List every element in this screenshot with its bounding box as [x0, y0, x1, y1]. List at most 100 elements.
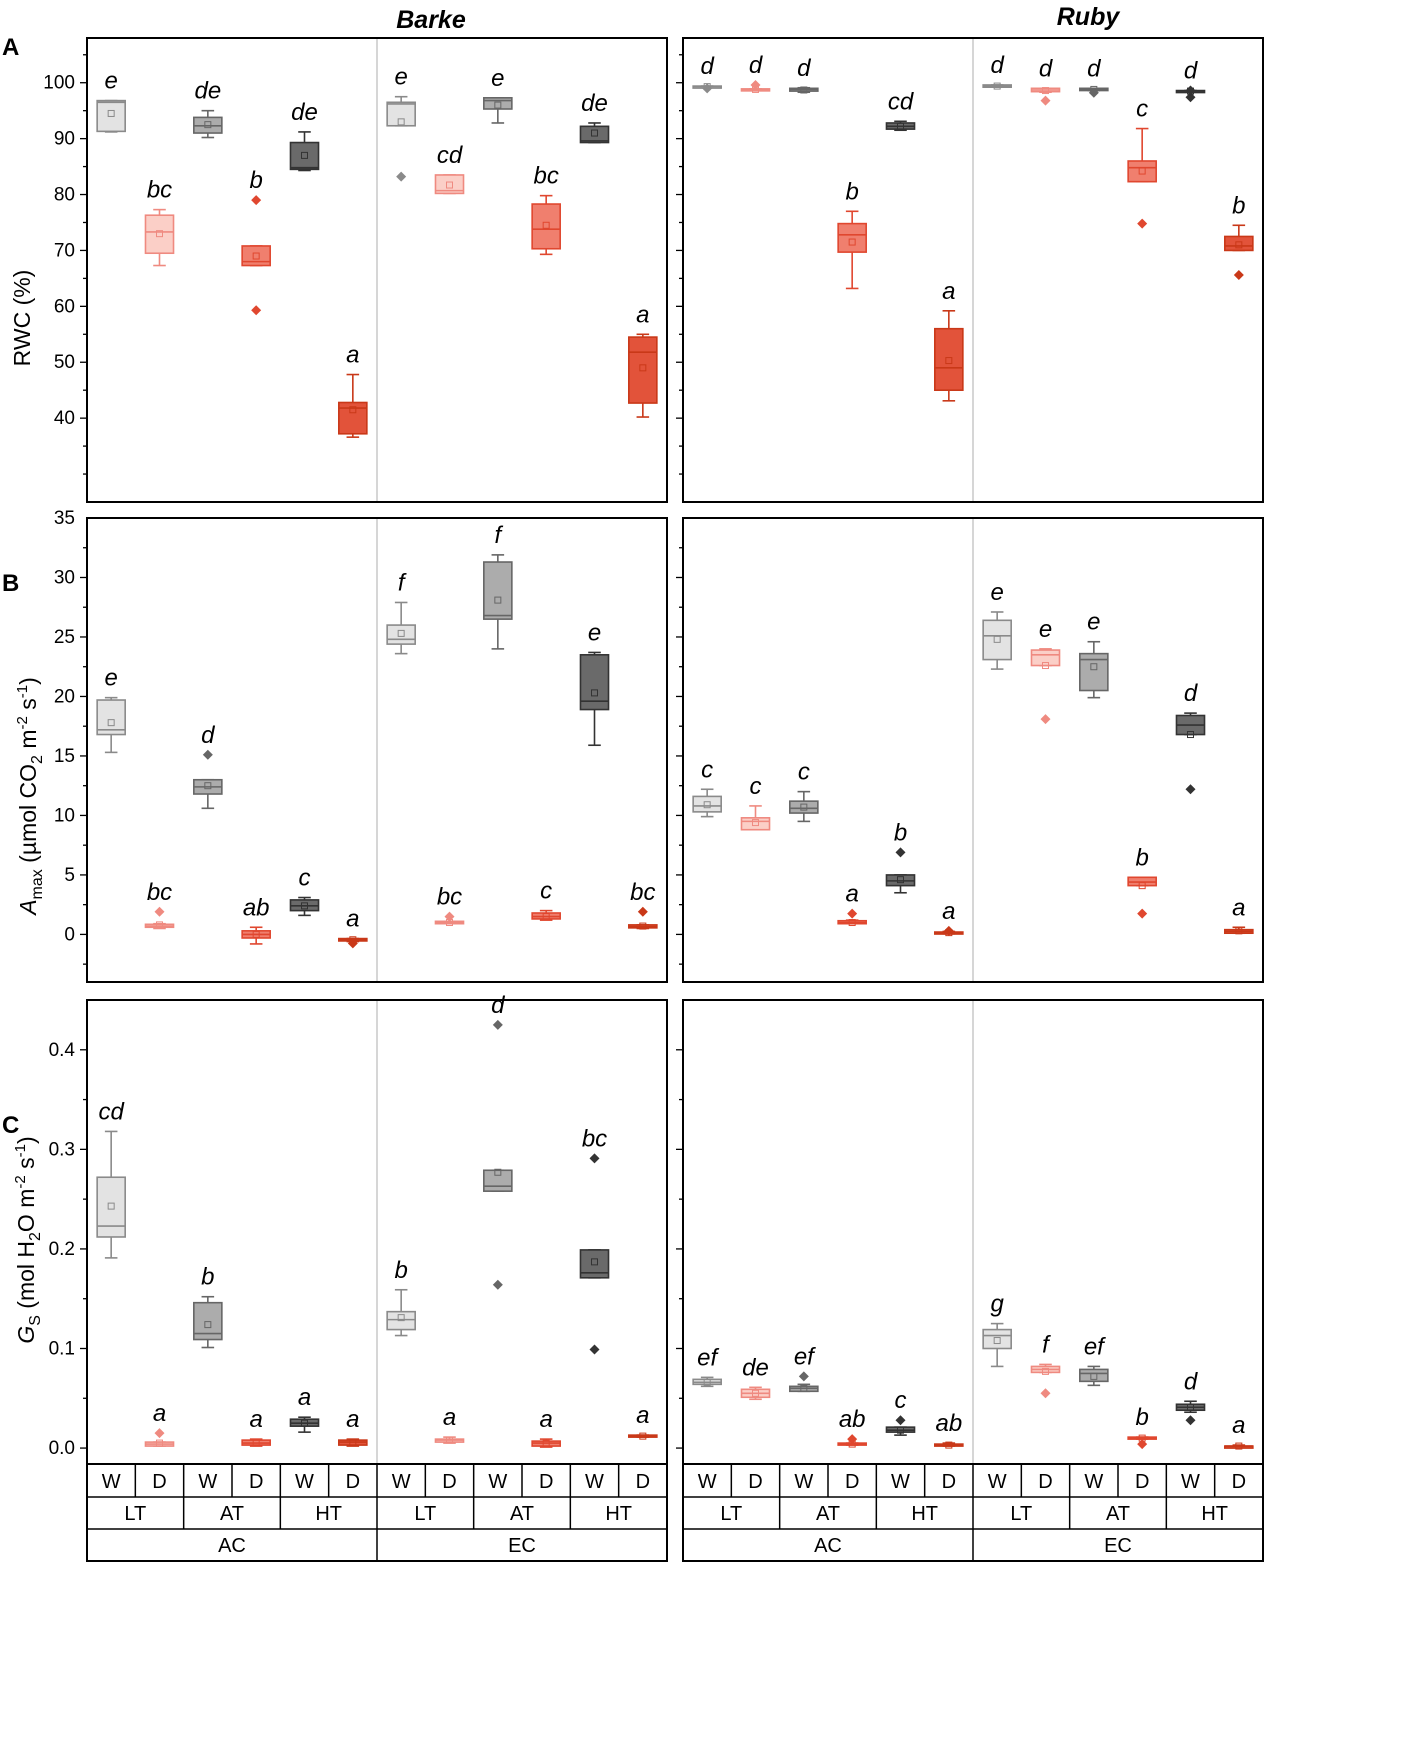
- y-tick-label: 35: [54, 508, 75, 529]
- significance-letter: a: [942, 898, 955, 925]
- panel-letter-b: B: [2, 570, 19, 597]
- significance-letter: d: [1087, 55, 1101, 82]
- water-label: D: [1232, 1471, 1246, 1493]
- box-ec-ht-w: d: [1176, 680, 1204, 794]
- significance-letter: d: [201, 722, 215, 749]
- co2-label: AC: [218, 1535, 246, 1557]
- box-ec-at-d: a: [532, 1406, 560, 1447]
- box-ac-ht-d: a: [935, 278, 963, 401]
- box-ec-ht-w: bc: [580, 1125, 608, 1354]
- box-ec-lt-w: e: [387, 64, 415, 182]
- y-tick-label: 0.4: [49, 1040, 76, 1061]
- water-label: W: [392, 1471, 411, 1493]
- box-ec-lt-w: e: [983, 579, 1011, 669]
- box-ec-ht-d: a: [1225, 1412, 1253, 1449]
- category-table-ruby: W D W D W D W D W D W DLT AT HT LT AT HTAC EC: [683, 1464, 1263, 1561]
- significance-letter: e: [588, 619, 601, 646]
- y-tick-label: 0.3: [49, 1139, 75, 1160]
- significance-letter: f: [1042, 1331, 1051, 1358]
- temperature-label: LT: [1010, 1503, 1032, 1525]
- box-body: [484, 1170, 512, 1191]
- significance-letter: a: [346, 1406, 359, 1433]
- box-ac-at-w: b: [194, 1264, 222, 1348]
- box-ec-lt-d: cd: [435, 142, 463, 193]
- y-tick-label: 100: [43, 73, 75, 94]
- significance-letter: b: [845, 178, 858, 205]
- y-tick-label: 40: [54, 408, 75, 429]
- significance-letter: bc: [437, 884, 462, 911]
- box-ac-at-d: a: [242, 1406, 270, 1446]
- box-body: [484, 98, 512, 109]
- panel-b-barke: 05101520253035ebcdabcafbcfcebc: [54, 508, 667, 982]
- box-ac-at-w: ef: [790, 1343, 818, 1391]
- box-ac-lt-d: bc: [145, 177, 173, 266]
- significance-letter: g: [990, 1291, 1004, 1318]
- y-tick-label: 0.2: [49, 1239, 75, 1260]
- significance-letter: d: [797, 55, 811, 82]
- box-ac-at-w: d: [790, 55, 818, 93]
- box-ac-lt-w: cd: [97, 1098, 125, 1257]
- box-ec-at-w: e: [484, 65, 512, 123]
- temperature-label: LT: [124, 1503, 146, 1525]
- significance-letter: a: [539, 1406, 552, 1433]
- significance-letter: d: [491, 992, 505, 1019]
- box-ac-lt-w: e: [97, 665, 125, 753]
- box-ec-ht-w: de: [580, 90, 608, 143]
- y-tick-label: 80: [54, 185, 75, 206]
- y-tick-label: 60: [54, 296, 75, 317]
- significance-letter: b: [394, 1257, 407, 1284]
- significance-letter: bc: [147, 879, 172, 906]
- box-ec-lt-w: g: [983, 1291, 1011, 1367]
- y-tick-label: 50: [54, 352, 75, 373]
- y-tick-label: 0: [64, 924, 75, 945]
- box-ac-ht-w: cd: [886, 88, 914, 130]
- significance-letter: d: [1184, 58, 1198, 85]
- water-label: D: [249, 1471, 263, 1493]
- temperature-label: AT: [220, 1503, 244, 1525]
- significance-letter: cd: [98, 1098, 124, 1125]
- outlier-point: [590, 1344, 600, 1354]
- box-ec-at-w: d: [484, 992, 512, 1290]
- box-ac-ht-d: a: [935, 898, 963, 936]
- significance-letter: de: [291, 99, 318, 126]
- box-ec-at-w: e: [1080, 609, 1108, 698]
- significance-letter: d: [990, 52, 1004, 79]
- significance-letter: cd: [437, 142, 463, 169]
- outlier-point: [1041, 1388, 1051, 1398]
- y-tick-label: 90: [54, 129, 75, 150]
- box-ec-ht-w: d: [1176, 58, 1204, 103]
- water-label: W: [585, 1471, 604, 1493]
- box-ec-lt-w: b: [387, 1257, 415, 1336]
- box-body: [484, 562, 512, 619]
- significance-letter: bc: [630, 879, 655, 906]
- water-label: W: [891, 1471, 910, 1493]
- y-tick-label: 20: [54, 686, 75, 707]
- temperature-label: AT: [510, 1503, 534, 1525]
- box-ac-lt-w: e: [97, 68, 125, 132]
- water-label: W: [198, 1471, 217, 1493]
- significance-letter: c: [895, 1387, 907, 1414]
- water-label: W: [102, 1471, 121, 1493]
- y-axis-title-amax: Amax (µmol CO2 m-2 s-1): [14, 677, 46, 917]
- significance-letter: ab: [243, 894, 270, 921]
- box-ac-lt-w: c: [693, 756, 721, 816]
- outlier-point: [1137, 909, 1147, 919]
- outlier-point: [799, 1371, 809, 1381]
- significance-letter: e: [1087, 609, 1100, 636]
- box-ec-at-d: c: [1128, 96, 1156, 229]
- outlier-point: [1186, 784, 1196, 794]
- box-body: [983, 1330, 1011, 1349]
- box-ac-ht-w: de: [290, 99, 318, 171]
- significance-letter: de: [581, 90, 608, 117]
- significance-letter: b: [201, 1264, 214, 1291]
- water-label: D: [539, 1471, 553, 1493]
- significance-letter: de: [194, 78, 221, 105]
- water-label: W: [698, 1471, 717, 1493]
- outlier-point: [896, 1415, 906, 1425]
- significance-letter: a: [636, 1402, 649, 1429]
- box-ec-ht-w: e: [580, 619, 608, 745]
- outlier-point: [1137, 219, 1147, 229]
- significance-letter: c: [1136, 96, 1148, 123]
- significance-letter: b: [1135, 1404, 1148, 1431]
- box-ac-at-d: b: [242, 167, 270, 315]
